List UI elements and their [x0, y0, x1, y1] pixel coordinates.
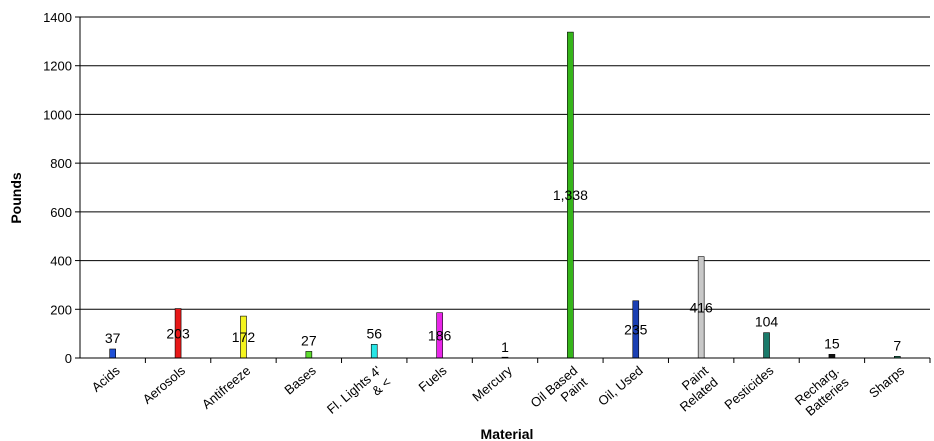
x-tick-label: Oil BasedPaint: [527, 363, 590, 422]
data-labels: 37 203 172 27 56 186 1 1,338 235 416 104 15 7: [105, 187, 902, 355]
x-tick-label-line: Sharps: [866, 362, 908, 400]
x-tick-label: Oil, Used: [595, 363, 646, 409]
y-tick-label: 200: [50, 302, 72, 317]
x-tick-label: PaintRelated: [667, 363, 721, 415]
x-tick-label: Bases: [281, 362, 319, 397]
data-label: 186: [428, 327, 452, 343]
bar: [828, 354, 836, 359]
x-tick-label: Pesticides: [721, 362, 776, 412]
data-label: 7: [893, 337, 901, 353]
y-tick-label: 1200: [43, 59, 72, 74]
x-tick-label: Mercury: [469, 362, 515, 404]
x-axis-title: Material: [481, 426, 534, 441]
data-label: 37: [105, 330, 121, 346]
x-tick-label: Acids: [89, 362, 123, 394]
bar: [370, 344, 378, 359]
bar: [763, 332, 770, 359]
x-tick-label: Recharg.Batteries: [792, 362, 852, 419]
axes: [75, 16, 931, 363]
data-label: 1,338: [553, 187, 588, 203]
x-tick-label-line: Bases: [281, 362, 319, 397]
bar: [305, 351, 313, 359]
y-tick-label: 1400: [43, 10, 72, 25]
data-label: 15: [824, 335, 840, 351]
data-label: 203: [166, 325, 190, 341]
y-tick-label: 600: [50, 205, 72, 220]
x-tick-label: Aerosols: [140, 362, 189, 406]
x-tick-label-line: Mercury: [469, 362, 515, 404]
x-tick-label-line: Acids: [89, 362, 123, 394]
gridlines: [80, 16, 930, 310]
y-tick-label: 400: [50, 254, 72, 269]
y-tick-label: 800: [50, 156, 72, 171]
y-tick-label: 0: [65, 351, 72, 366]
x-tick-label: Sharps: [866, 362, 908, 400]
x-tick-label-line: Fuels: [416, 362, 450, 394]
x-tick-label-line: Aerosols: [140, 362, 189, 406]
y-axis-title: Pounds: [8, 172, 24, 224]
data-label: 104: [755, 314, 779, 330]
x-tick-label-line: Antifreeze: [199, 363, 253, 412]
x-tick-label: Antifreeze: [199, 363, 253, 412]
data-label: 235: [624, 321, 648, 337]
x-tick-label-line: Oil, Used: [595, 363, 646, 409]
data-label: 1: [501, 339, 509, 355]
data-label: 56: [366, 325, 382, 341]
x-tick-label: Fl. Lights 4'& <: [324, 363, 394, 428]
x-tick-label: Fuels: [416, 362, 450, 394]
bar: [109, 348, 116, 359]
data-label: 27: [301, 332, 317, 348]
y-tick-labels: 0 200 400 600 800 1000 1200 1400: [43, 10, 72, 366]
x-tick-label-line: Pesticides: [721, 362, 776, 412]
x-tick-labels: Acids Aerosols Antifreeze Bases Fl. Lights 4…: [89, 362, 908, 428]
y-tick-label: 1000: [43, 107, 72, 122]
data-label: 416: [689, 299, 713, 315]
data-label: 172: [232, 329, 256, 345]
